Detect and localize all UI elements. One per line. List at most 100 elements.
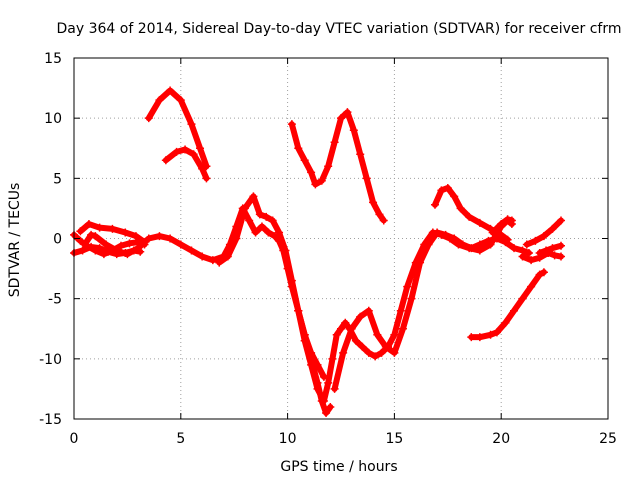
- data-point-marker: [87, 230, 96, 239]
- data-point-marker: [497, 220, 506, 229]
- data-point-marker: [121, 228, 130, 237]
- data-point-marker: [313, 384, 322, 393]
- data-point-marker: [262, 212, 271, 221]
- data-point-marker: [341, 318, 350, 327]
- data-point-marker: [249, 192, 258, 201]
- data-point-marker: [379, 216, 388, 225]
- data-series-track-o: [522, 216, 566, 249]
- data-point-marker: [251, 228, 260, 237]
- data-point-marker: [364, 306, 373, 315]
- data-point-marker: [134, 244, 143, 253]
- data-point-marker: [326, 402, 335, 411]
- x-tick-label: 0: [70, 431, 79, 447]
- x-tick-label: 25: [599, 431, 617, 447]
- data-point-marker: [430, 200, 439, 209]
- data-point-marker: [492, 328, 501, 337]
- data-point-marker: [281, 246, 290, 255]
- data-point-marker: [189, 150, 198, 159]
- data-point-marker: [198, 252, 207, 261]
- data-point-marker: [475, 333, 484, 342]
- data-point-marker: [527, 282, 536, 291]
- data-point-marker: [187, 246, 196, 255]
- data-point-marker: [497, 230, 506, 239]
- data-point-marker: [339, 348, 348, 357]
- data-point-marker: [332, 330, 341, 339]
- data-point-marker: [166, 234, 175, 243]
- data-point-marker: [501, 318, 510, 327]
- x-tick-label: 5: [176, 431, 185, 447]
- data-point-marker: [424, 240, 433, 249]
- data-point-marker: [467, 244, 476, 253]
- data-point-marker: [349, 126, 358, 135]
- data-point-marker: [112, 246, 121, 255]
- data-point-marker: [369, 198, 378, 207]
- data-point-marker: [330, 138, 339, 147]
- data-point-marker: [123, 250, 132, 259]
- data-point-marker: [319, 396, 328, 405]
- data-point-marker: [317, 176, 326, 185]
- series-line: [81, 205, 334, 416]
- series-line: [331, 229, 532, 392]
- data-point-marker: [294, 306, 303, 315]
- data-point-marker: [87, 242, 96, 251]
- data-point-marker: [550, 251, 559, 260]
- data-point-marker: [144, 234, 153, 243]
- data-point-marker: [76, 236, 85, 245]
- data-point-marker: [437, 186, 446, 195]
- data-point-marker: [275, 228, 284, 237]
- y-axis-label: SDTVAR / TECUs: [7, 183, 23, 298]
- data-point-marker: [300, 336, 309, 345]
- y-tick-label: -10: [39, 352, 62, 368]
- data-series-track-h: [144, 86, 211, 171]
- series-line: [468, 269, 547, 341]
- data-point-marker: [548, 224, 557, 233]
- data-series-track-g: [330, 228, 533, 393]
- data-point-marker: [373, 330, 382, 339]
- data-point-marker: [381, 342, 390, 351]
- data-point-marker: [245, 216, 254, 225]
- data-point-marker: [396, 306, 405, 315]
- data-point-marker: [450, 234, 459, 243]
- data-point-marker: [84, 220, 93, 229]
- y-tick-label: 0: [53, 232, 62, 248]
- data-point-marker: [343, 108, 352, 117]
- data-point-marker: [358, 342, 367, 351]
- data-point-marker: [351, 336, 360, 345]
- data-point-marker: [324, 162, 333, 171]
- data-point-marker: [176, 240, 185, 249]
- x-tick-label: 10: [279, 431, 297, 447]
- data-point-marker: [155, 96, 164, 105]
- data-point-marker: [510, 306, 519, 315]
- data-point-marker: [390, 330, 399, 339]
- data-point-marker: [557, 216, 566, 225]
- data-point-marker: [176, 96, 185, 105]
- data-point-marker: [95, 244, 104, 253]
- data-point-marker: [181, 145, 190, 154]
- data-series-track-p: [488, 215, 516, 237]
- data-point-marker: [458, 240, 467, 249]
- data-point-marker: [347, 324, 356, 333]
- data-series-track-i: [161, 145, 211, 183]
- x-tick-label: 15: [385, 431, 403, 447]
- data-series-track-n: [535, 241, 566, 257]
- data-point-marker: [307, 168, 316, 177]
- data-point-marker: [362, 174, 371, 183]
- data-point-marker: [91, 232, 100, 241]
- data-point-marker: [377, 348, 386, 357]
- data-point-marker: [330, 384, 339, 393]
- data-point-marker: [108, 224, 117, 233]
- data-point-marker: [131, 232, 140, 241]
- data-point-marker: [407, 294, 416, 303]
- data-point-marker: [375, 210, 384, 219]
- y-tick-label: 5: [53, 171, 62, 187]
- data-point-marker: [324, 378, 333, 387]
- data-series-track-l: [467, 268, 548, 342]
- y-tick-label: -5: [48, 292, 62, 308]
- data-point-marker: [356, 312, 365, 321]
- y-tick-label: 10: [44, 111, 62, 127]
- data-point-marker: [198, 164, 207, 173]
- data-point-marker: [542, 246, 551, 255]
- data-point-marker: [557, 252, 566, 261]
- data-point-marker: [535, 270, 544, 279]
- data-point-marker: [443, 183, 452, 192]
